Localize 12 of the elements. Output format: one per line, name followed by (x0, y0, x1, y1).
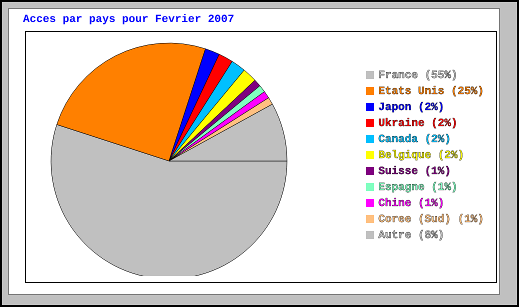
legend-label: Belgique (2%) (378, 150, 464, 162)
legend-label: Espagne (1%) (378, 182, 458, 194)
legend-label: France (55%) (378, 70, 458, 82)
legend-label: Chine (1%) (378, 198, 444, 210)
chart-title: Acces par pays pour Fevrier 2007 (23, 14, 234, 26)
legend-label: Canada (2%) (378, 134, 451, 146)
legend-label: Etats Unis (25%) (378, 86, 484, 98)
legend-label: Autre (8%) (378, 230, 444, 242)
legend-label: Suisse (1%) (378, 166, 451, 178)
legend-label: Japon (2%) (378, 102, 444, 114)
legend-label: Coree (Sud) (1%) (378, 214, 484, 226)
legend-label: Ukraine (2%) (378, 118, 458, 130)
